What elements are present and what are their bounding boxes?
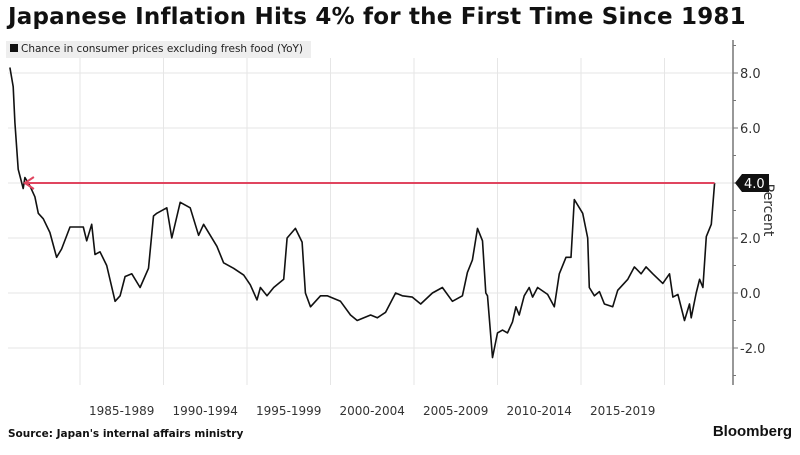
source-note: Source: Japan's internal affairs ministr…	[8, 428, 244, 440]
x-tick-label: 2015-2019	[590, 404, 655, 418]
legend-swatch	[10, 44, 18, 52]
legend-label: Chance in consumer prices excluding fres…	[21, 43, 304, 55]
x-tick-label: 2005-2009	[423, 404, 488, 418]
y-tick-label: -2.0	[740, 342, 765, 357]
x-tick-label: 1985-1989	[89, 404, 154, 418]
y-axis-title: Percent	[760, 184, 776, 237]
legend: Chance in consumer prices excluding fres…	[6, 41, 312, 58]
x-tick-label: 1990-1994	[173, 404, 238, 418]
y-tick-label: 6.0	[740, 122, 761, 137]
y-tick-label: 2.0	[740, 232, 761, 247]
x-tick-label: 2000-2004	[340, 404, 405, 418]
y-tick-label: 8.0	[740, 67, 761, 82]
chart-title: Japanese Inflation Hits 4% for the First…	[8, 4, 746, 30]
brand-logo: Bloomberg	[712, 423, 792, 440]
x-tick-label: 1995-1999	[256, 404, 321, 418]
series-line	[9, 67, 716, 359]
x-tick-label: 2010-2014	[507, 404, 572, 418]
arrowhead-icon	[23, 176, 35, 190]
y-tick-label: 0.0	[740, 287, 761, 302]
value-badge	[735, 174, 769, 192]
value-badge-label: 4.0	[744, 177, 765, 192]
